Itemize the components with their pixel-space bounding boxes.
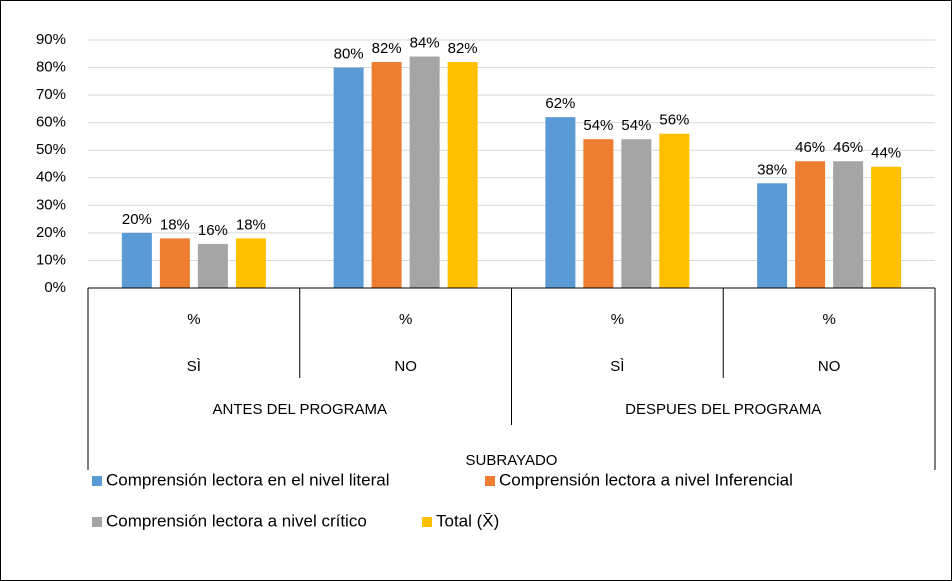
y-tick-label: 80% — [36, 59, 66, 76]
y-tick-label: 40% — [36, 169, 66, 186]
legend-swatch — [92, 517, 102, 527]
value-label: 82% — [448, 40, 478, 57]
bar — [833, 161, 864, 288]
bar — [197, 243, 228, 288]
bar — [159, 238, 190, 288]
value-label: 62% — [545, 95, 575, 112]
y-tick-label: 20% — [36, 224, 66, 241]
value-label: 18% — [160, 216, 190, 233]
y-tick-label: 70% — [36, 86, 66, 103]
y-tick-label: 30% — [36, 196, 66, 213]
x-group-label: NO — [818, 358, 841, 375]
bar — [795, 161, 826, 288]
x-group-label: NO — [394, 358, 417, 375]
value-label: 82% — [372, 40, 402, 57]
value-label: 46% — [833, 139, 863, 156]
bar — [121, 232, 152, 288]
y-tick-label: 60% — [36, 114, 66, 131]
x-group-label: ANTES DEL PROGRAMA — [213, 401, 387, 418]
value-label: 54% — [621, 117, 651, 134]
bar — [409, 56, 440, 289]
y-tick-label: 0% — [44, 279, 66, 296]
legend-label: Total (X̄) — [436, 511, 499, 530]
y-tick-label: 50% — [36, 141, 66, 158]
legend-label: Comprensión lectora en el nivel literal — [106, 470, 389, 489]
x-tick-label: % — [187, 311, 200, 328]
x-group-label: SUBRAYADO — [466, 452, 558, 469]
bar — [871, 166, 902, 288]
bar — [447, 62, 478, 288]
x-group-label: DESPUES DEL PROGRAMA — [625, 401, 821, 418]
bar — [235, 238, 266, 288]
bar — [371, 62, 402, 288]
value-label: 44% — [871, 145, 901, 162]
bar — [545, 117, 576, 289]
bar — [333, 67, 364, 288]
legend-swatch — [92, 476, 102, 486]
bar — [621, 139, 652, 288]
value-label: 46% — [795, 139, 825, 156]
value-label: 20% — [122, 211, 152, 228]
y-tick-label: 10% — [36, 251, 66, 268]
legend-swatch — [485, 476, 495, 486]
legend-label: Comprensión lectora a nivel crítico — [106, 511, 367, 530]
value-label: 56% — [659, 112, 689, 129]
value-label: 54% — [583, 117, 613, 134]
y-tick-label: 90% — [36, 31, 66, 48]
value-label: 16% — [198, 222, 228, 239]
legend-swatch — [422, 517, 432, 527]
bar — [757, 183, 788, 288]
value-label: 18% — [236, 216, 266, 233]
x-tick-label: % — [399, 311, 412, 328]
value-label: 84% — [410, 35, 440, 52]
x-tick-label: % — [611, 311, 624, 328]
x-tick-label: % — [822, 311, 835, 328]
value-label: 38% — [757, 161, 787, 178]
x-group-label: SÌ — [610, 358, 624, 375]
bar — [583, 139, 614, 288]
x-group-label: SÌ — [187, 358, 201, 375]
value-label: 80% — [334, 46, 364, 63]
bar — [659, 133, 690, 288]
legend-label: Comprensión lectora a nivel Inferencial — [499, 470, 793, 489]
